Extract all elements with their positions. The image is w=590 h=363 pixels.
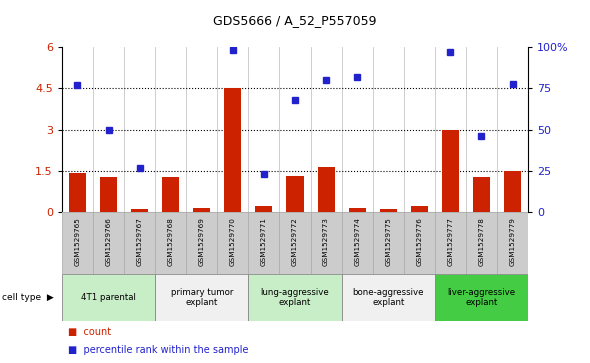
Text: GSM1529774: GSM1529774 [354, 217, 360, 266]
Bar [224, 88, 241, 212]
Bar [155, 274, 248, 321]
Text: ■  count: ■ count [68, 327, 111, 337]
Bar [255, 206, 273, 212]
Bar [186, 212, 217, 274]
Text: GSM1529765: GSM1529765 [74, 217, 80, 266]
Text: 4T1 parental: 4T1 parental [81, 293, 136, 302]
Text: bone-aggressive
explant: bone-aggressive explant [352, 288, 424, 307]
Bar [194, 208, 210, 212]
Text: lung-aggressive
explant: lung-aggressive explant [261, 288, 329, 307]
Bar [93, 212, 124, 274]
Bar [342, 274, 435, 321]
Text: GSM1529768: GSM1529768 [168, 217, 173, 266]
Bar [473, 176, 490, 212]
Bar [155, 212, 186, 274]
Text: GSM1529769: GSM1529769 [199, 217, 205, 266]
Bar [442, 130, 459, 212]
Bar [404, 212, 435, 274]
Bar [435, 212, 466, 274]
Bar [287, 176, 303, 212]
Bar [373, 212, 404, 274]
Bar [69, 173, 86, 212]
Text: GDS5666 / A_52_P557059: GDS5666 / A_52_P557059 [213, 14, 377, 27]
Bar [217, 212, 248, 274]
Bar [466, 212, 497, 274]
Bar [100, 176, 117, 212]
Text: cell type  ▶: cell type ▶ [2, 293, 54, 302]
Text: GSM1529777: GSM1529777 [447, 217, 453, 266]
Bar [62, 274, 155, 321]
Bar [504, 171, 521, 212]
Text: GSM1529772: GSM1529772 [292, 217, 298, 266]
Text: GSM1529773: GSM1529773 [323, 217, 329, 266]
Bar [162, 177, 179, 212]
Bar [497, 212, 528, 274]
Text: ■  percentile rank within the sample: ■ percentile rank within the sample [68, 345, 248, 355]
Bar [349, 208, 366, 212]
Text: GSM1529767: GSM1529767 [137, 217, 143, 266]
Text: GSM1529771: GSM1529771 [261, 217, 267, 266]
Bar [411, 206, 428, 212]
Text: GSM1529766: GSM1529766 [106, 217, 112, 266]
Bar [310, 212, 342, 274]
Text: liver-aggressive
explant: liver-aggressive explant [447, 288, 516, 307]
Bar [317, 167, 335, 212]
Text: GSM1529770: GSM1529770 [230, 217, 236, 266]
Text: GSM1529778: GSM1529778 [478, 217, 484, 266]
Bar [124, 212, 155, 274]
Bar [342, 212, 373, 274]
Bar [248, 274, 342, 321]
Bar [435, 274, 528, 321]
Bar [280, 212, 310, 274]
Text: GSM1529775: GSM1529775 [385, 217, 391, 266]
Bar [62, 212, 93, 274]
Text: GSM1529779: GSM1529779 [510, 217, 516, 266]
Bar [380, 209, 396, 212]
Bar [248, 212, 280, 274]
Bar [131, 209, 148, 212]
Text: GSM1529776: GSM1529776 [417, 217, 422, 266]
Text: primary tumor
explant: primary tumor explant [171, 288, 233, 307]
